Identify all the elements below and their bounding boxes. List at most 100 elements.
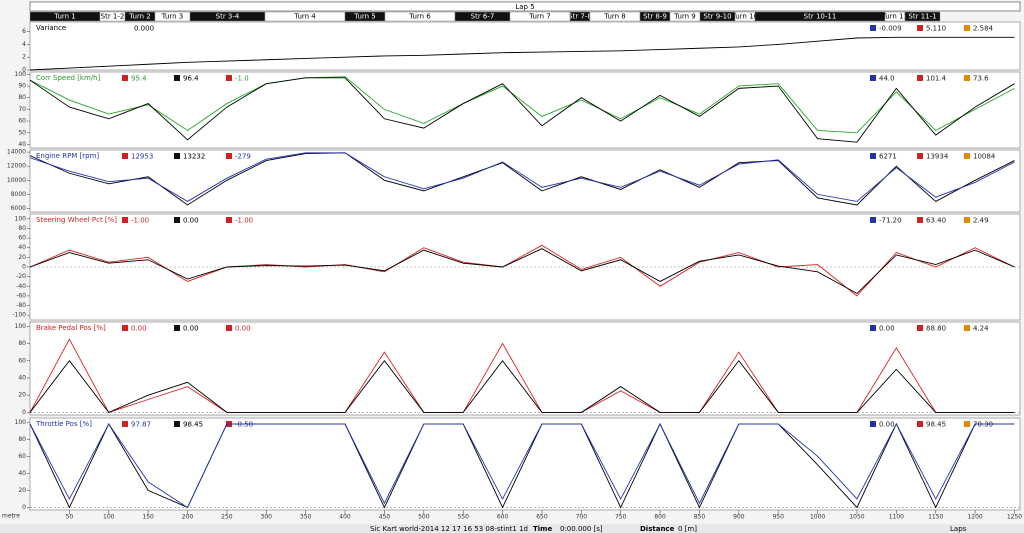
segment-label: Str 10-11 bbox=[804, 13, 837, 21]
segment-label: Turn 10 bbox=[731, 13, 758, 21]
y-tick-label: 10000 bbox=[7, 177, 26, 184]
stat-icon bbox=[870, 421, 876, 427]
x-tick-label: 1150 bbox=[928, 514, 943, 521]
stat-icon bbox=[917, 421, 923, 427]
x-tick-label: 200 bbox=[182, 514, 194, 521]
trace bbox=[29, 77, 1015, 143]
x-tick-label: 850 bbox=[694, 514, 706, 521]
stat-value: 0.00 bbox=[879, 421, 895, 429]
x-tick-label: 100 bbox=[103, 514, 115, 521]
lap-label: Lap 5 bbox=[515, 3, 534, 11]
cursor-value: 0.000 bbox=[134, 25, 154, 33]
stat-value: 13934 bbox=[926, 153, 949, 161]
cursor-icon bbox=[226, 75, 232, 81]
segment-label: Turn 6 bbox=[408, 13, 431, 21]
segment-label: Turn 9 bbox=[673, 13, 696, 21]
cursor-icon bbox=[174, 75, 180, 81]
y-tick-label: 60 bbox=[18, 235, 26, 242]
panel-label: Engine RPM [rpm] bbox=[36, 152, 99, 160]
panel-label: Corr Speed [km/h] bbox=[36, 74, 101, 82]
stat-icon bbox=[870, 25, 876, 31]
y-tick-label: 70 bbox=[18, 106, 26, 113]
x-tick-label: 400 bbox=[339, 514, 351, 521]
y-tick-label: 60 bbox=[18, 118, 26, 125]
x-tick-label: 600 bbox=[497, 514, 509, 521]
x-tick-label: 250 bbox=[221, 514, 233, 521]
y-tick-label: 2 bbox=[22, 54, 26, 61]
segment-label: Turn 1 bbox=[53, 13, 76, 21]
cursor-icon bbox=[122, 153, 128, 159]
x-tick-label: 1100 bbox=[889, 514, 904, 521]
panel-label: Brake Pedal Pos [%] bbox=[36, 324, 106, 332]
stat-value: 2.49 bbox=[973, 217, 989, 225]
y-tick-label: 90 bbox=[18, 83, 26, 90]
x-tick-label: 50 bbox=[66, 514, 74, 521]
panel bbox=[29, 71, 1021, 149]
cursor-icon bbox=[174, 217, 180, 223]
y-tick-label: -80 bbox=[16, 302, 26, 309]
stat-value: 73.6 bbox=[973, 75, 989, 83]
panel-label: Variance bbox=[36, 24, 66, 32]
cursor-value: -1.00 bbox=[235, 217, 253, 225]
trace bbox=[29, 36, 1015, 71]
x-tick-label: 650 bbox=[536, 514, 548, 521]
stat-value: 63.40 bbox=[926, 217, 946, 225]
segment-label: Str 1-2 bbox=[101, 13, 125, 21]
trace bbox=[29, 422, 1015, 509]
x-tick-label: 1250 bbox=[1007, 514, 1022, 521]
stat-value: 44.0 bbox=[879, 75, 895, 83]
stat-icon bbox=[870, 217, 876, 223]
segment-label: Turn 4 bbox=[293, 13, 316, 21]
segment-label: Turn 2 bbox=[128, 13, 151, 21]
cursor-icon bbox=[122, 325, 128, 331]
stat-value: 98.45 bbox=[926, 421, 946, 429]
y-tick-label: 20 bbox=[18, 392, 26, 399]
segment-label: Str 11-1 bbox=[908, 13, 936, 21]
cursor-value: 0.00 bbox=[183, 325, 199, 333]
cursor-icon bbox=[226, 325, 232, 331]
y-tick-label: 100 bbox=[15, 215, 27, 222]
panel-label: Throttle Pos [%] bbox=[35, 420, 92, 428]
x-tick-label: 150 bbox=[142, 514, 154, 521]
segment-label: Str 8-9 bbox=[643, 13, 667, 21]
cursor-value: 97.87 bbox=[131, 421, 151, 429]
x-tick-label: 1000 bbox=[810, 514, 825, 521]
status-bar bbox=[0, 524, 1024, 533]
panel bbox=[29, 321, 1021, 416]
stat-icon bbox=[964, 325, 970, 331]
status-distance: 0 [m] bbox=[678, 525, 697, 533]
segment-label: Turn 5 bbox=[353, 13, 376, 21]
trace bbox=[29, 76, 1015, 134]
cursor-value: 98.45 bbox=[183, 421, 203, 429]
y-tick-label: -40 bbox=[16, 283, 26, 290]
y-tick-label: 6000 bbox=[11, 205, 26, 212]
stat-icon bbox=[870, 75, 876, 81]
cursor-icon bbox=[122, 217, 128, 223]
cursor-icon bbox=[226, 153, 232, 159]
x-tick-label: 800 bbox=[654, 514, 666, 521]
x-tick-label: 300 bbox=[261, 514, 273, 521]
y-tick-label: 60 bbox=[18, 453, 26, 460]
cursor-icon bbox=[174, 325, 180, 331]
cursor-value: -0.58 bbox=[235, 421, 253, 429]
stat-value: 70.30 bbox=[973, 421, 993, 429]
stat-icon bbox=[964, 153, 970, 159]
x-tick-label: 550 bbox=[457, 514, 469, 521]
trace bbox=[29, 244, 1015, 297]
trace bbox=[29, 248, 1015, 295]
stat-icon bbox=[870, 153, 876, 159]
trace bbox=[29, 360, 1015, 413]
y-tick-label: -60 bbox=[16, 292, 26, 299]
status-time: 0:00.000 [s] bbox=[560, 525, 603, 533]
panel-label: Steering Wheel Pct [%] bbox=[36, 216, 117, 224]
y-tick-label: 20 bbox=[18, 487, 26, 494]
y-tick-label: 100 bbox=[15, 71, 27, 78]
y-tick-label: 80 bbox=[18, 340, 26, 347]
stat-value: -71.20 bbox=[879, 217, 902, 225]
y-tick-label: -100 bbox=[12, 312, 26, 319]
stat-icon bbox=[917, 153, 923, 159]
cursor-value: 95.4 bbox=[131, 75, 147, 83]
y-tick-label: 12000 bbox=[7, 163, 26, 170]
cursor-value: 0.00 bbox=[235, 325, 251, 333]
x-tick-label: 750 bbox=[615, 514, 627, 521]
